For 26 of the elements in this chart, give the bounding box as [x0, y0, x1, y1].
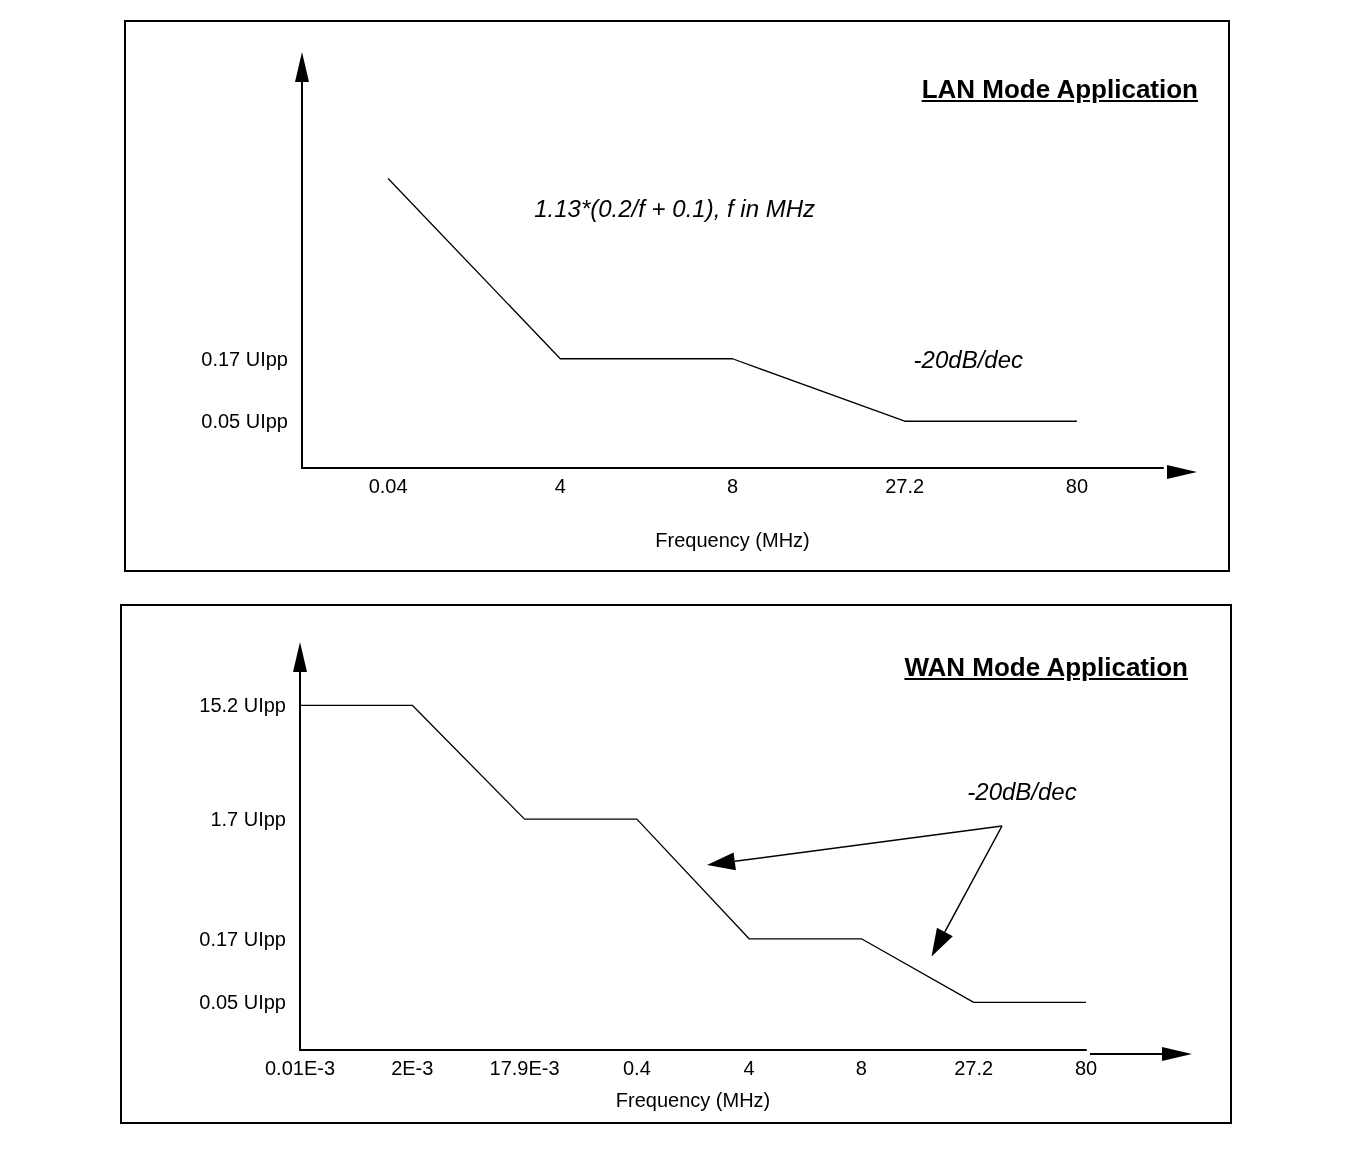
x-tick-label: 80 — [1074, 1057, 1098, 1079]
x-tick-label: 0.01E-3 — [264, 1057, 336, 1079]
y-tick-label: 0.05 UIpp — [201, 410, 288, 433]
x-tick-label: 80 — [1065, 475, 1089, 497]
annotation: -20dB/dec — [913, 346, 1024, 374]
chart-title: LAN Mode Application — [921, 74, 1198, 105]
x-tick-label: 2E-3 — [391, 1057, 434, 1079]
x-tick-label: 27.2 — [885, 475, 925, 497]
y-tick-label: 0.05 UIpp — [199, 991, 286, 1014]
y-tick-label: 0.17 UIpp — [201, 347, 288, 370]
x-tick-label: 4 — [743, 1057, 755, 1079]
x-axis-title: Frequency (MHz) — [615, 1089, 771, 1111]
y-tick-label: 0.17 UIpp — [199, 927, 286, 950]
x-tick-label: 8 — [855, 1057, 867, 1079]
chart-title: WAN Mode Application — [904, 652, 1188, 683]
x-tick-label: 27.2 — [954, 1057, 994, 1079]
x-tick-label: 0.04 — [368, 475, 408, 497]
annotation: -20dB/dec — [967, 777, 1077, 805]
x-tick-label: 0.4 — [622, 1057, 651, 1079]
x-tick-label: 17.9E-3 — [489, 1057, 560, 1079]
x-tick-label: 8 — [726, 475, 739, 497]
annotation: 1.13*(0.2/f + 0.1), f in MHz — [534, 195, 815, 223]
x-axis-title: Frequency (MHz) — [655, 529, 810, 551]
x-tick-label: 4 — [554, 475, 566, 497]
y-tick-label: 1.7 UIpp — [210, 808, 286, 831]
y-tick-label: 15.2 UIpp — [199, 694, 286, 717]
